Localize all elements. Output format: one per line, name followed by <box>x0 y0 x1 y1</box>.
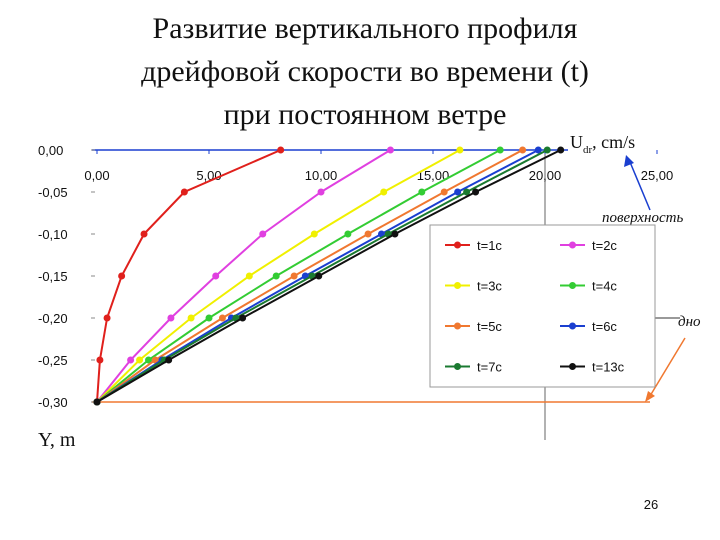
data-point <box>519 146 527 154</box>
data-point <box>391 230 399 238</box>
data-point <box>380 188 388 196</box>
data-point <box>245 272 253 280</box>
data-point <box>543 146 551 154</box>
x-tick-label: 0,00 <box>84 168 109 183</box>
data-point <box>239 314 247 322</box>
title-line: дрейфовой скорости во времени (t) <box>141 55 589 88</box>
data-point <box>534 146 542 154</box>
data-point <box>272 272 280 280</box>
arrow-head <box>624 155 634 167</box>
data-point <box>259 230 267 238</box>
legend-marker <box>569 363 576 370</box>
y-tick-label: -0,20 <box>38 311 68 326</box>
legend-label: t=7c <box>477 360 502 375</box>
series-line <box>96 149 391 403</box>
legend-label: t=3c <box>477 279 502 294</box>
x-tick-label: 15,00 <box>417 168 450 183</box>
x-axis-label: Udr, cm/s <box>570 132 635 156</box>
x-label-main: U <box>570 132 583 152</box>
legend-marker <box>454 241 461 249</box>
data-point <box>386 146 394 154</box>
data-point <box>456 146 464 154</box>
data-point <box>472 188 480 196</box>
y-tick-label: -0,30 <box>38 395 68 410</box>
x-tick-label: 25,00 <box>641 168 674 183</box>
data-point <box>93 398 101 406</box>
annotation-bottom: дно <box>678 314 701 330</box>
data-point <box>317 188 325 196</box>
legend-marker <box>569 241 576 249</box>
x-tick-label: 20,00 <box>529 168 562 183</box>
arrow-bottom <box>649 337 686 397</box>
data-point <box>145 356 153 364</box>
data-point <box>180 188 188 196</box>
data-point <box>151 356 159 364</box>
data-point <box>496 146 504 154</box>
data-point <box>290 272 298 280</box>
data-point <box>127 356 135 364</box>
data-point <box>103 314 111 322</box>
x-label-sub: dr <box>583 144 593 156</box>
data-point <box>418 188 426 196</box>
legend-label: t=6c <box>592 319 617 334</box>
annotation-surface: поверхность <box>602 210 683 226</box>
x-label-unit: , cm/s <box>592 132 635 152</box>
data-point <box>315 272 323 280</box>
data-point <box>140 230 148 238</box>
title-line: при постоянном ветре <box>224 98 507 131</box>
data-point <box>463 188 471 196</box>
data-point <box>136 356 144 364</box>
y-tick-label: -0,15 <box>38 269 68 284</box>
data-point <box>364 230 372 238</box>
data-point <box>167 314 175 322</box>
legend-marker <box>454 363 461 370</box>
data-point <box>557 146 565 154</box>
data-point <box>454 188 462 196</box>
data-point <box>96 356 104 364</box>
arrow-surface <box>629 161 651 211</box>
data-point <box>212 272 220 280</box>
y-tick-label: -0,10 <box>38 227 68 242</box>
legend-label: t=5c <box>477 319 502 334</box>
legend-label: t=2c <box>592 238 617 253</box>
legend-box <box>429 224 656 388</box>
data-point <box>187 314 195 322</box>
data-point <box>205 314 213 322</box>
legend-marker <box>454 282 461 289</box>
title-line: Развитие вертикального профиля <box>153 12 578 45</box>
legend-marker <box>569 322 576 330</box>
data-point <box>440 188 448 196</box>
y-axis-label: Y, m <box>38 429 76 451</box>
x-tick-label: 10,00 <box>305 168 338 183</box>
data-point <box>310 230 318 238</box>
legend-marker <box>569 282 576 289</box>
legend-label: t=1c <box>477 238 502 253</box>
arrow-head <box>645 391 655 402</box>
data-point <box>277 146 285 154</box>
y-tick-label: 0,00 <box>38 143 63 158</box>
legend-label: t=4c <box>592 279 617 294</box>
data-point <box>218 314 226 322</box>
legend-label: t=13c <box>592 360 625 375</box>
data-point <box>118 272 126 280</box>
data-point <box>165 356 173 364</box>
data-point <box>344 230 352 238</box>
page-number: 26 <box>644 497 658 512</box>
y-tick-label: -0,05 <box>38 185 68 200</box>
legend-marker <box>454 322 461 330</box>
y-tick-label: -0,25 <box>38 353 68 368</box>
